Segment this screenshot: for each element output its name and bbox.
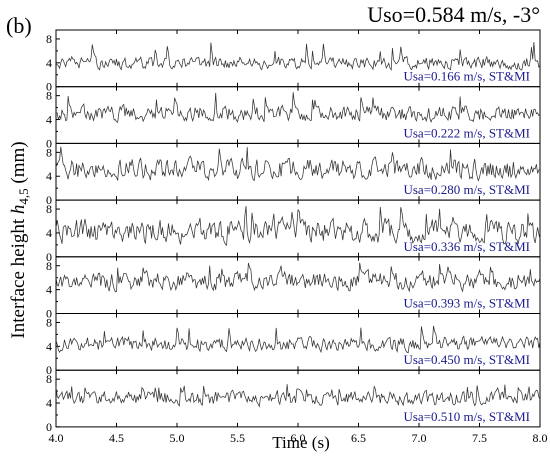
panel-3: 0 4 8 Usa=0.280 m/s, ST&MI — [46, 142, 541, 207]
y-tick-label: 8 — [46, 259, 52, 273]
signal-trace — [55, 262, 541, 293]
signal-trace — [55, 384, 541, 408]
x-axis: 4.0 4.5 5.0 5.5 6.0 6.5 7.0 7.5 8.0 — [49, 431, 548, 445]
x-tick-label: 5.0 — [170, 431, 185, 445]
y-tick-label: 0 — [46, 193, 52, 207]
y-tick-label: 8 — [46, 32, 52, 46]
y-tick-label: 0 — [46, 250, 52, 264]
x-tick-label: 7.5 — [472, 431, 487, 445]
y-tick-label: 4 — [46, 283, 52, 297]
chart-panels: 0 4 8 Usa=0.166 m/s, ST&MI 0 4 8 Usa=0.222 m/s,… — [46, 29, 541, 434]
x-tick-label: 5.5 — [230, 431, 245, 445]
y-tick-label: 8 — [46, 202, 52, 216]
panel-2: 0 4 8 Usa=0.222 m/s, ST&MI — [46, 86, 541, 150]
panel-6: 0 4 8 Usa=0.450 m/s, ST&MI — [46, 313, 541, 377]
y-tick-label: 0 — [46, 420, 52, 434]
x-tick-label: 8.0 — [533, 431, 548, 445]
signal-trace — [55, 42, 541, 71]
y-tick-label: 4 — [46, 226, 52, 240]
y-tick-label: 4 — [46, 169, 52, 183]
series-annotation: Usa=0.166 m/s, ST&MI — [403, 69, 530, 84]
series-annotation: Usa=0.222 m/s, ST&MI — [403, 125, 530, 140]
x-tick-label: 4.0 — [49, 431, 64, 445]
panel-1: 0 4 8 Usa=0.166 m/s, ST&MI — [46, 29, 541, 94]
series-annotation: Usa=0.280 m/s, ST&MI — [403, 182, 530, 197]
y-tick-label: 4 — [46, 113, 52, 127]
signal-trace — [55, 146, 541, 182]
panel-4: 0 4 8 Usa=0.336 m/s, ST&MI — [46, 199, 541, 264]
panel-5: 0 4 8 Usa=0.393 m/s, ST&MI — [46, 256, 541, 321]
x-axis-label: Time (s) — [272, 433, 329, 452]
y-tick-label: 0 — [46, 363, 52, 377]
y-tick-label: 4 — [46, 396, 52, 410]
x-tick-label: 7.0 — [412, 431, 427, 445]
signal-trace — [55, 205, 541, 247]
y-tick-label: 8 — [46, 145, 52, 159]
series-annotation: Usa=0.336 m/s, ST&MI — [403, 239, 530, 254]
panel-label: (b) — [6, 13, 32, 38]
y-tick-label: 0 — [46, 307, 52, 321]
y-tick-label: 4 — [46, 339, 52, 353]
x-tick-label: 4.5 — [109, 431, 124, 445]
y-tick-label: 8 — [46, 315, 52, 329]
x-tick-label: 6.5 — [351, 431, 366, 445]
series-annotation: Usa=0.393 m/s, ST&MI — [403, 296, 530, 311]
y-tick-label: 0 — [46, 80, 52, 94]
series-annotation: Usa=0.510 m/s, ST&MI — [403, 409, 530, 424]
y-tick-label: 0 — [46, 136, 52, 150]
panel-7: 0 4 8 Usa=0.510 m/s, ST&MI — [46, 369, 541, 434]
y-tick-label: 4 — [46, 56, 52, 70]
chart-title: Uso=0.584 m/s, -3° — [367, 2, 540, 27]
y-axis-label: Interface height h4,5 (mm) — [8, 141, 31, 338]
signal-trace — [55, 92, 541, 123]
x-tick-label: 6.0 — [291, 431, 306, 445]
signal-trace — [55, 325, 541, 354]
y-tick-label: 8 — [46, 372, 52, 386]
y-tick-label: 8 — [46, 89, 52, 103]
series-annotation: Usa=0.450 m/s, ST&MI — [403, 352, 530, 367]
